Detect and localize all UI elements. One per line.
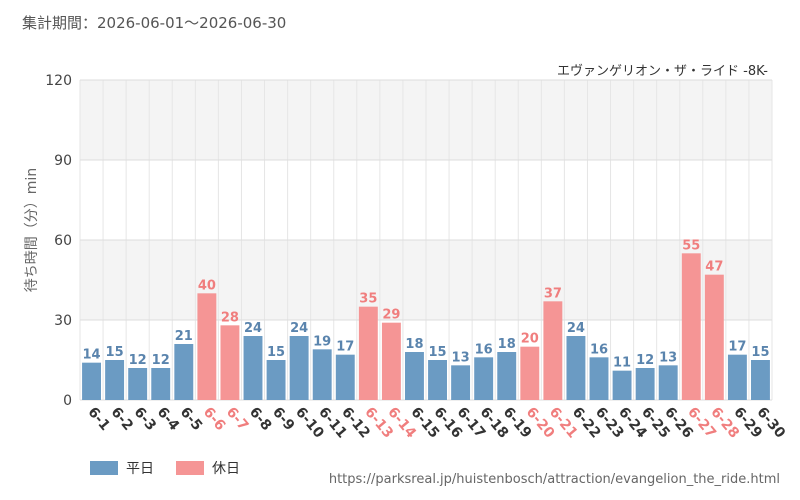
data-label: 12 [129, 353, 147, 368]
data-label: 12 [636, 353, 654, 368]
bar-6-24 [612, 370, 632, 400]
y-tick-label: 60 [54, 233, 72, 249]
x-tick-label: 6-8 [246, 404, 275, 434]
x-axis-ticks: 6-16-26-36-46-56-66-76-86-96-106-116-126… [84, 404, 788, 441]
legend-swatch-holiday [176, 461, 204, 475]
bar-6-5 [174, 344, 194, 400]
bar-6-3 [128, 368, 148, 400]
data-label: 29 [382, 308, 400, 323]
data-label: 11 [613, 356, 631, 371]
bar-6-23 [589, 357, 609, 400]
data-label: 15 [267, 345, 285, 360]
data-label: 35 [359, 292, 377, 307]
legend-item-holiday: 休日 [176, 458, 240, 478]
bar-6-30 [751, 360, 770, 400]
x-tick-label: 6-1 [84, 404, 113, 434]
y-axis-label: 待ち時間（分）min [24, 168, 40, 292]
source-url[interactable]: https://parksreal.jp/huistenbosch/attrac… [328, 472, 780, 487]
data-label: 15 [751, 345, 769, 360]
data-label: 37 [544, 286, 562, 301]
data-label: 24 [567, 321, 585, 336]
bar-6-22 [566, 336, 586, 400]
legend-swatch-weekday [90, 461, 118, 475]
bar-6-13 [358, 306, 378, 400]
data-label: 16 [475, 342, 493, 357]
waiting-time-bar-chart: 14 15 12 12 21 40 28 24 15 24 19 17 35 29 18 15 13 16 18 20… [24, 63, 788, 442]
bar-6-9 [266, 360, 286, 400]
bar-6-11 [312, 349, 332, 400]
collection-period-label: 集計期間：2026-06-01～2026-06-30 [22, 14, 287, 32]
data-label: 24 [290, 321, 308, 336]
data-label: 20 [521, 332, 539, 347]
data-label: 55 [682, 238, 700, 253]
bar-6-7 [220, 325, 240, 400]
data-label: 18 [405, 337, 423, 352]
data-label: 17 [336, 340, 354, 355]
bar-6-15 [405, 352, 424, 400]
data-label: 14 [82, 348, 100, 363]
y-tick-label: 30 [54, 313, 72, 329]
bar-6-6 [197, 293, 217, 400]
y-tick-label: 0 [63, 393, 72, 409]
y-tick-label: 120 [45, 73, 72, 89]
x-tick-label: 6-5 [177, 404, 206, 434]
x-tick-label: 6-4 [154, 404, 183, 434]
x-tick-label: 6-7 [223, 404, 252, 434]
data-labels: 14 15 12 12 21 40 28 24 15 24 19 17 35 29 18 15 13 16 18 20… [82, 238, 769, 370]
x-tick-label: 6-2 [108, 404, 137, 434]
bar-6-14 [381, 322, 401, 400]
y-axis-ticks: 0 30 60 90 120 [45, 73, 72, 409]
bar-6-28 [704, 274, 724, 400]
legend-label-weekday: 平日 [126, 461, 154, 477]
data-label: 18 [498, 337, 516, 352]
data-label: 19 [313, 334, 331, 349]
bar-6-4 [151, 368, 171, 400]
data-label: 17 [728, 340, 746, 355]
bar-6-21 [543, 301, 563, 400]
bar-6-16 [428, 360, 447, 400]
data-label: 12 [152, 353, 170, 368]
bar-6-26 [658, 365, 678, 400]
legend-item-weekday: 平日 [90, 458, 154, 478]
grid-lines [79, 79, 773, 401]
bar-6-27 [681, 253, 701, 400]
bar-6-20 [520, 346, 540, 400]
data-label: 40 [198, 278, 216, 293]
data-label: 24 [244, 321, 262, 336]
x-tick-label: 6-6 [200, 404, 229, 434]
bar-6-19 [497, 352, 517, 400]
data-label: 28 [221, 310, 239, 325]
bar-6-10 [289, 336, 309, 400]
bar-6-12 [335, 354, 355, 400]
data-label: 21 [175, 329, 193, 344]
data-label: 16 [590, 342, 608, 357]
data-label: 13 [452, 350, 470, 365]
bar-6-25 [635, 368, 655, 400]
bar-6-8 [243, 336, 263, 400]
chart-legend: 平日 休日 [90, 458, 262, 478]
bar-6-18 [474, 357, 494, 400]
data-label: 13 [659, 350, 677, 365]
x-tick-label: 6-9 [269, 404, 298, 434]
bar-series [82, 253, 770, 400]
chart-subtitle: エヴァンゲリオン・ザ・ライド -8K- [557, 63, 768, 79]
y-tick-label: 90 [54, 153, 72, 169]
data-label: 15 [428, 345, 446, 360]
bar-6-1 [82, 362, 101, 400]
data-label: 15 [106, 345, 124, 360]
legend-label-holiday: 休日 [212, 461, 240, 477]
x-tick-label: 6-3 [131, 404, 160, 434]
bar-6-29 [727, 354, 747, 400]
data-label: 47 [705, 260, 723, 275]
bar-6-17 [451, 365, 471, 400]
bar-6-2 [105, 360, 125, 400]
